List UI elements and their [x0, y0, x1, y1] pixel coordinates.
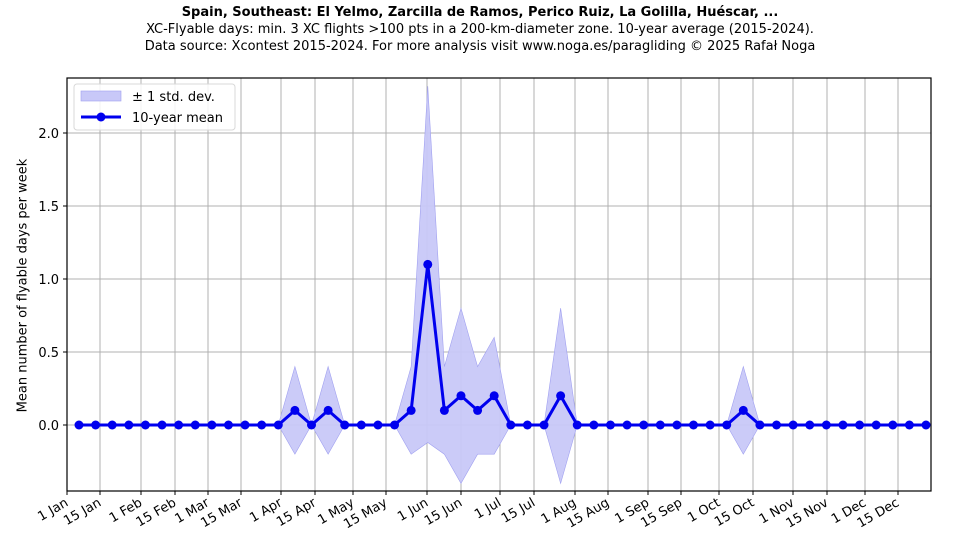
svg-text:0.5: 0.5 [38, 346, 59, 361]
svg-text:0.0: 0.0 [38, 419, 59, 434]
svg-text:15 Jan: 15 Jan [61, 495, 104, 528]
legend-band-swatch [80, 90, 122, 102]
svg-text:15 Jul: 15 Jul [499, 495, 538, 526]
legend-line-label: 10-year mean [132, 111, 223, 126]
svg-text:15 Oct: 15 Oct [712, 495, 757, 530]
chart-subtitle-definition: XC-Flyable days: min. 3 XC flights >100 … [146, 22, 814, 37]
svg-text:15 Jun: 15 Jun [422, 495, 465, 528]
svg-text:15 Apr: 15 Apr [274, 495, 319, 530]
svg-text:2.0: 2.0 [38, 127, 59, 142]
svg-text:1.0: 1.0 [38, 273, 59, 288]
chart-title: Spain, Southeast: El Yelmo, Zarcilla de … [181, 5, 779, 20]
chart-subtitle-source: Data source: Xcontest 2015-2024. For mor… [144, 39, 816, 54]
legend: ± 1 std. dev. 10-year mean [73, 83, 236, 131]
plot-frame [66, 77, 932, 492]
legend-band-label: ± 1 std. dev. [132, 90, 215, 105]
svg-text:1 Jul: 1 Jul [472, 495, 504, 522]
y-axis: 0.0 0.5 1.0 1.5 2.0 [38, 127, 67, 434]
y-axis-label: Mean number of flyable days per week [15, 158, 31, 413]
mean-line [79, 262, 926, 427]
svg-text:1.5: 1.5 [38, 200, 59, 215]
mean-markers [74, 259, 931, 430]
